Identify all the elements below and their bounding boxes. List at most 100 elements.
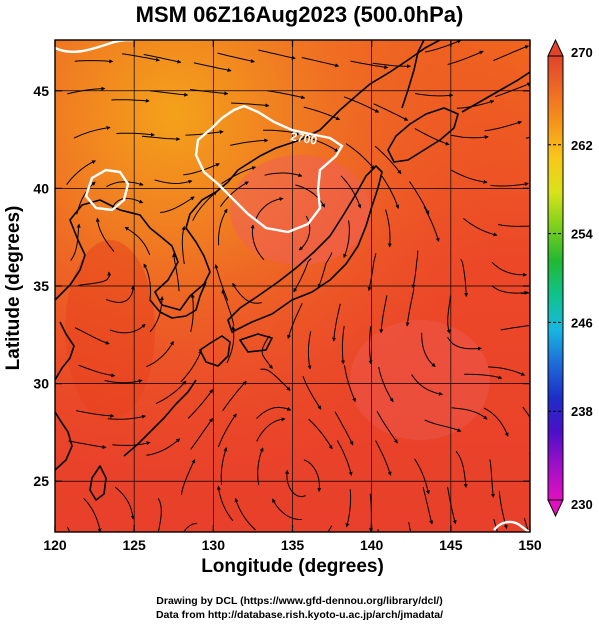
streamline <box>141 135 181 142</box>
streamline <box>385 209 392 248</box>
streamline <box>105 285 135 304</box>
streamline <box>114 486 135 520</box>
colorbar-tick-label: 254 <box>571 227 593 242</box>
x-tick-label: 120 <box>43 537 67 553</box>
streamline <box>295 184 326 208</box>
streamline <box>422 487 434 525</box>
coastline-sakhalin <box>401 40 425 109</box>
streamline <box>301 57 340 68</box>
map-title: MSM 06Z16Aug2023 (500.0hPa) <box>135 2 464 27</box>
streamline <box>367 253 377 292</box>
streamline <box>343 220 350 259</box>
streamline <box>308 418 333 450</box>
streamline <box>345 489 352 528</box>
streamline <box>73 125 111 139</box>
y-tick-label: 45 <box>33 83 49 99</box>
x-axis-label: Longitude (degrees) <box>201 556 384 577</box>
streamline <box>74 327 110 345</box>
streamline <box>107 414 146 420</box>
streamline <box>460 258 469 297</box>
y-tick-label: 35 <box>33 278 49 294</box>
streamline <box>424 419 462 432</box>
streamline <box>491 261 528 277</box>
streamline <box>68 440 107 450</box>
x-axis-ticks: 120 125 130 135 140 145 150 <box>43 40 542 553</box>
streamline <box>232 282 262 304</box>
x-tick-label: 125 <box>122 537 146 553</box>
streamline <box>464 373 503 380</box>
streamline <box>160 196 195 213</box>
streamline <box>181 225 186 265</box>
streamline <box>156 498 162 532</box>
contour-line-west <box>84 168 130 212</box>
streamline <box>484 120 523 132</box>
streamline <box>375 440 392 476</box>
streamline <box>217 52 255 63</box>
streamline <box>226 325 236 364</box>
streamline <box>340 175 362 209</box>
colorbar-tick-label: 246 <box>571 315 593 330</box>
x-tick-label: 135 <box>281 537 305 553</box>
streamline <box>450 134 489 140</box>
streamline <box>293 258 312 293</box>
colorbar: 270 262 254 246 238 230 <box>547 38 593 518</box>
streamline <box>411 250 419 289</box>
coastline-china-east <box>55 411 73 471</box>
coastline-hokkaido <box>387 107 459 163</box>
streamline <box>378 366 394 403</box>
streamline <box>83 498 102 532</box>
x-tick-label: 140 <box>360 537 384 553</box>
streamline <box>146 340 174 368</box>
streamline <box>493 518 499 532</box>
streamline <box>256 406 292 419</box>
streamline <box>334 411 354 446</box>
colorbar-tick-label: 230 <box>571 497 593 512</box>
streamline <box>78 271 112 286</box>
streamline <box>523 517 529 532</box>
coastline-ryukyu <box>123 379 197 457</box>
streamline <box>483 407 509 437</box>
wind-streamlines <box>66 40 530 532</box>
streamline <box>303 135 339 152</box>
streamline <box>74 59 114 64</box>
streamline <box>116 132 155 137</box>
streamline <box>343 96 380 113</box>
streamline <box>190 293 195 332</box>
y-tick-label: 30 <box>33 376 49 392</box>
streamline <box>234 497 256 531</box>
colorbar-top-arrow <box>547 38 564 57</box>
streamline <box>183 522 197 532</box>
streamline <box>124 226 151 256</box>
streamline <box>267 90 306 100</box>
streamline <box>254 197 284 222</box>
streamline <box>258 49 296 60</box>
coastline-china-south <box>55 321 75 381</box>
streamline <box>222 380 247 412</box>
streamline <box>415 93 454 98</box>
streamline <box>154 179 193 185</box>
streamline <box>414 128 450 146</box>
contour-line-main <box>194 104 344 234</box>
y-tick-label: 40 <box>33 180 49 196</box>
streamline <box>221 289 235 327</box>
streamline <box>405 288 415 327</box>
streamline <box>230 138 269 146</box>
streamline <box>122 53 160 62</box>
streamline <box>183 163 220 176</box>
streamline <box>76 410 115 418</box>
streamline <box>374 145 402 175</box>
streamline <box>190 417 213 450</box>
streamline <box>78 364 116 378</box>
coastline-shikoku <box>239 333 273 353</box>
streamline <box>327 525 333 532</box>
streamline <box>414 458 430 495</box>
colorbar-tick-label: 270 <box>571 45 593 60</box>
coastline-taiwan <box>89 465 107 501</box>
coastline-kurils <box>461 71 530 113</box>
streamline <box>190 89 229 96</box>
y-tick-label: 25 <box>33 473 49 489</box>
streamline <box>231 102 270 108</box>
streamline <box>219 181 249 207</box>
colorbar-bottom-arrow <box>547 499 564 518</box>
colorbar-ticks: 270 262 254 246 238 230 <box>548 45 593 512</box>
